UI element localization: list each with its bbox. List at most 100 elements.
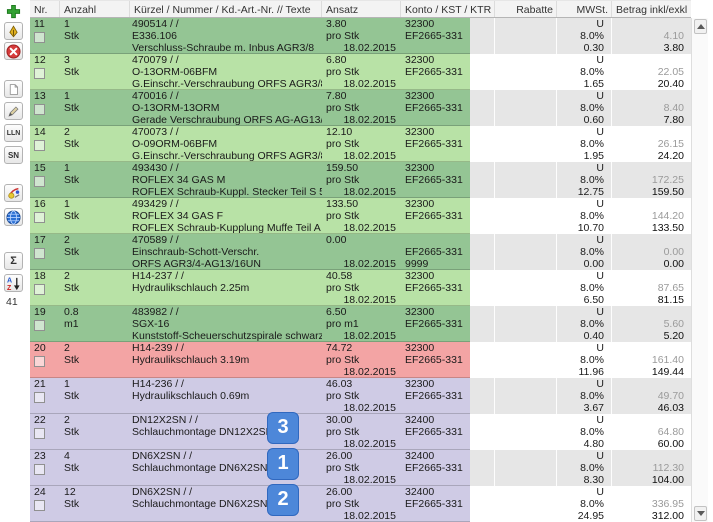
colors-button[interactable] (4, 184, 23, 202)
row-ktr (401, 366, 470, 377)
lln-button[interactable]: LLN (4, 124, 23, 142)
scroll-up-button[interactable] (694, 19, 707, 34)
table-row[interactable]: 21 1 Stk H14-236 / / Hydraulikschlauch 0.69m… (30, 378, 691, 414)
row-checkbox[interactable] (34, 68, 45, 79)
amount-spacer (612, 90, 691, 102)
row-name: Schlauchmontage DN12X2SN (132, 426, 274, 438)
row-checkbox[interactable] (34, 320, 45, 331)
row-date: 18.02.2015 (343, 294, 396, 305)
add-button[interactable] (4, 2, 23, 20)
copy-button[interactable] (4, 80, 23, 98)
row-ktr (401, 150, 470, 161)
row-unit: Stk (64, 462, 80, 474)
vat-rate: 8.0% (580, 138, 604, 150)
row-checkbox[interactable] (34, 464, 45, 475)
rabatte-cell (495, 18, 557, 54)
delete-button[interactable] (4, 42, 23, 60)
table-row[interactable]: 12 3 Stk 470079 / / O-13ORM-06BFM G.Einschr.-… (30, 54, 691, 90)
table-row[interactable]: 18 2 Stk H14-237 / / Hydraulikschlauch 2.25m… (30, 270, 691, 306)
row-unit: Stk (64, 390, 80, 402)
arrow-up-icon (696, 24, 705, 29)
row-desc (130, 294, 322, 305)
ansatz-cell: 6.50 pro m1 18.02.2015 (322, 306, 401, 341)
mwst-cell: U 8.0% 6.50 (557, 270, 612, 306)
row-checkbox[interactable] (34, 392, 45, 403)
betrag-cell: 4.10 3.80 (612, 18, 691, 54)
table-row[interactable]: 22 2 Stk DN12X2SN / / Schlauchmontage DN12X2… (30, 412, 691, 450)
table-row[interactable]: 20 2 Stk H14-239 / / Hydraulikschlauch 3.19m… (30, 342, 691, 378)
table-row[interactable]: 23 4 Stk DN6X2SN / / Schlauchmontage DN6X2SN… (30, 448, 691, 486)
amount-excl: 159.50 (651, 186, 684, 198)
row-checkbox[interactable] (34, 104, 45, 115)
row-checkbox[interactable] (34, 212, 45, 223)
amount-spacer (612, 378, 691, 390)
row-checkbox[interactable] (34, 32, 45, 43)
table-row[interactable]: 24 12 Stk DN6X2SN / / Schlauchmontage DN6X2S… (30, 484, 691, 522)
row-checkbox[interactable] (34, 500, 45, 511)
mwst-cell: U 8.0% 24.95 (557, 486, 612, 522)
sn-button[interactable]: SN (4, 146, 23, 164)
priority-badge[interactable]: 2 (267, 484, 299, 516)
row-qty: 1 (64, 90, 70, 102)
row-qty: 1 (64, 378, 70, 390)
edit-pencil-button[interactable] (4, 102, 23, 120)
row-checkbox[interactable] (34, 176, 45, 187)
header-konto[interactable]: Konto / KST / KTR (401, 1, 495, 17)
header-betrag[interactable]: Betrag inkl/exkl (616, 4, 688, 16)
header-anzahl[interactable]: Anzahl (60, 1, 130, 17)
table-row[interactable]: 15 1 Stk 493430 / / ROFLEX 34 GAS M ROFLEX Sc… (30, 162, 691, 198)
row-code: H14-237 / / (132, 270, 184, 282)
header-mwst[interactable]: MWSt. (557, 1, 612, 17)
qty-cell: 3 Stk (60, 54, 130, 89)
row-konto: 32400 (405, 486, 435, 498)
table-header: Nr. Anzahl Kürzel / Nummer / Kd.-Art.-Nr… (30, 0, 691, 18)
row-desc: G.Einschr.-Verschraubung ORFS AGR3/8-AG (132, 150, 322, 161)
svg-text:Z: Z (7, 285, 12, 291)
table-row[interactable]: 13 1 Stk 470016 / / O-13ORM-13ORM Gerade Vers… (30, 90, 691, 126)
amount-excl: 149.44 (651, 366, 684, 378)
row-desc: ORFS AGR3/4-AG13/16UN (132, 258, 261, 269)
row-price: 26.00 (326, 450, 353, 462)
table-row[interactable]: 17 2 Stk 470589 / / Einschraub-Schott-Versch… (30, 234, 691, 270)
mwst-cell: U 8.0% 0.30 (557, 18, 612, 54)
table-row[interactable]: 14 2 Stk 470073 / / O-09ORM-06BFM G.Einschr.-… (30, 126, 691, 162)
sort-az-button[interactable]: A Z (4, 274, 23, 292)
priority-badge[interactable]: 3 (267, 412, 299, 444)
row-checkbox[interactable] (34, 140, 45, 151)
row-stripe: U 8.0% 24.95 336.95 312.00 (470, 486, 691, 522)
row-qty: 1 (64, 162, 70, 174)
konto-filler-cell (470, 378, 495, 414)
row-name: SGX-16 (132, 318, 170, 330)
row-colored-band: 16 1 Stk 493429 / / ROFLEX 34 GAS F ROFLEX Sc… (30, 198, 470, 234)
row-qty: 2 (64, 126, 70, 138)
vat-rate: 8.0% (580, 66, 604, 78)
header-rabatte[interactable]: Rabatte (495, 1, 557, 17)
scroll-down-button[interactable] (694, 506, 707, 521)
vertical-scrollbar[interactable] (691, 18, 708, 522)
header-nr[interactable]: Nr. (30, 1, 60, 17)
row-checkbox[interactable] (34, 428, 45, 439)
konto-cell: 32400 EF2665-331 (401, 486, 470, 521)
globe-button[interactable] (4, 208, 23, 226)
table-row[interactable]: 16 1 Stk 493429 / / ROFLEX 34 GAS F ROFLEX Sc… (30, 198, 691, 234)
code-cell: 490514 / / E336.106 Verschluss-Schraube m.… (130, 18, 322, 53)
amount-excl: 24.20 (657, 150, 684, 162)
table-row[interactable]: 19 0.8 m1 483982 / / SGX-16 Kunststoff-Scheue… (30, 306, 691, 342)
row-checkbox[interactable] (34, 248, 45, 259)
pencil-icon (8, 106, 19, 117)
priority-badge[interactable]: 1 (267, 448, 299, 480)
amount-spacer (612, 486, 691, 498)
row-price: 26.00 (326, 486, 353, 498)
row-checkbox[interactable] (34, 356, 45, 367)
konto-cell: EF2665-331 9999 (401, 234, 470, 269)
row-number: 17 (34, 234, 46, 246)
header-ansatz[interactable]: Ansatz (322, 1, 401, 17)
row-checkbox[interactable] (34, 284, 45, 295)
edit-pen-button[interactable] (4, 22, 23, 40)
sum-button[interactable]: Σ (4, 252, 23, 270)
row-date: 18.02.2015 (343, 474, 396, 485)
row-qty: 4 (64, 450, 70, 462)
header-kuerzel[interactable]: Kürzel / Nummer / Kd.-Art.-Nr. // Texte (130, 1, 322, 17)
table-row[interactable]: 11 1 Stk 490514 / / E336.106 Verschluss-Schra… (30, 18, 691, 54)
row-colored-band: 13 1 Stk 470016 / / O-13ORM-13ORM Gerade Vers… (30, 90, 470, 126)
